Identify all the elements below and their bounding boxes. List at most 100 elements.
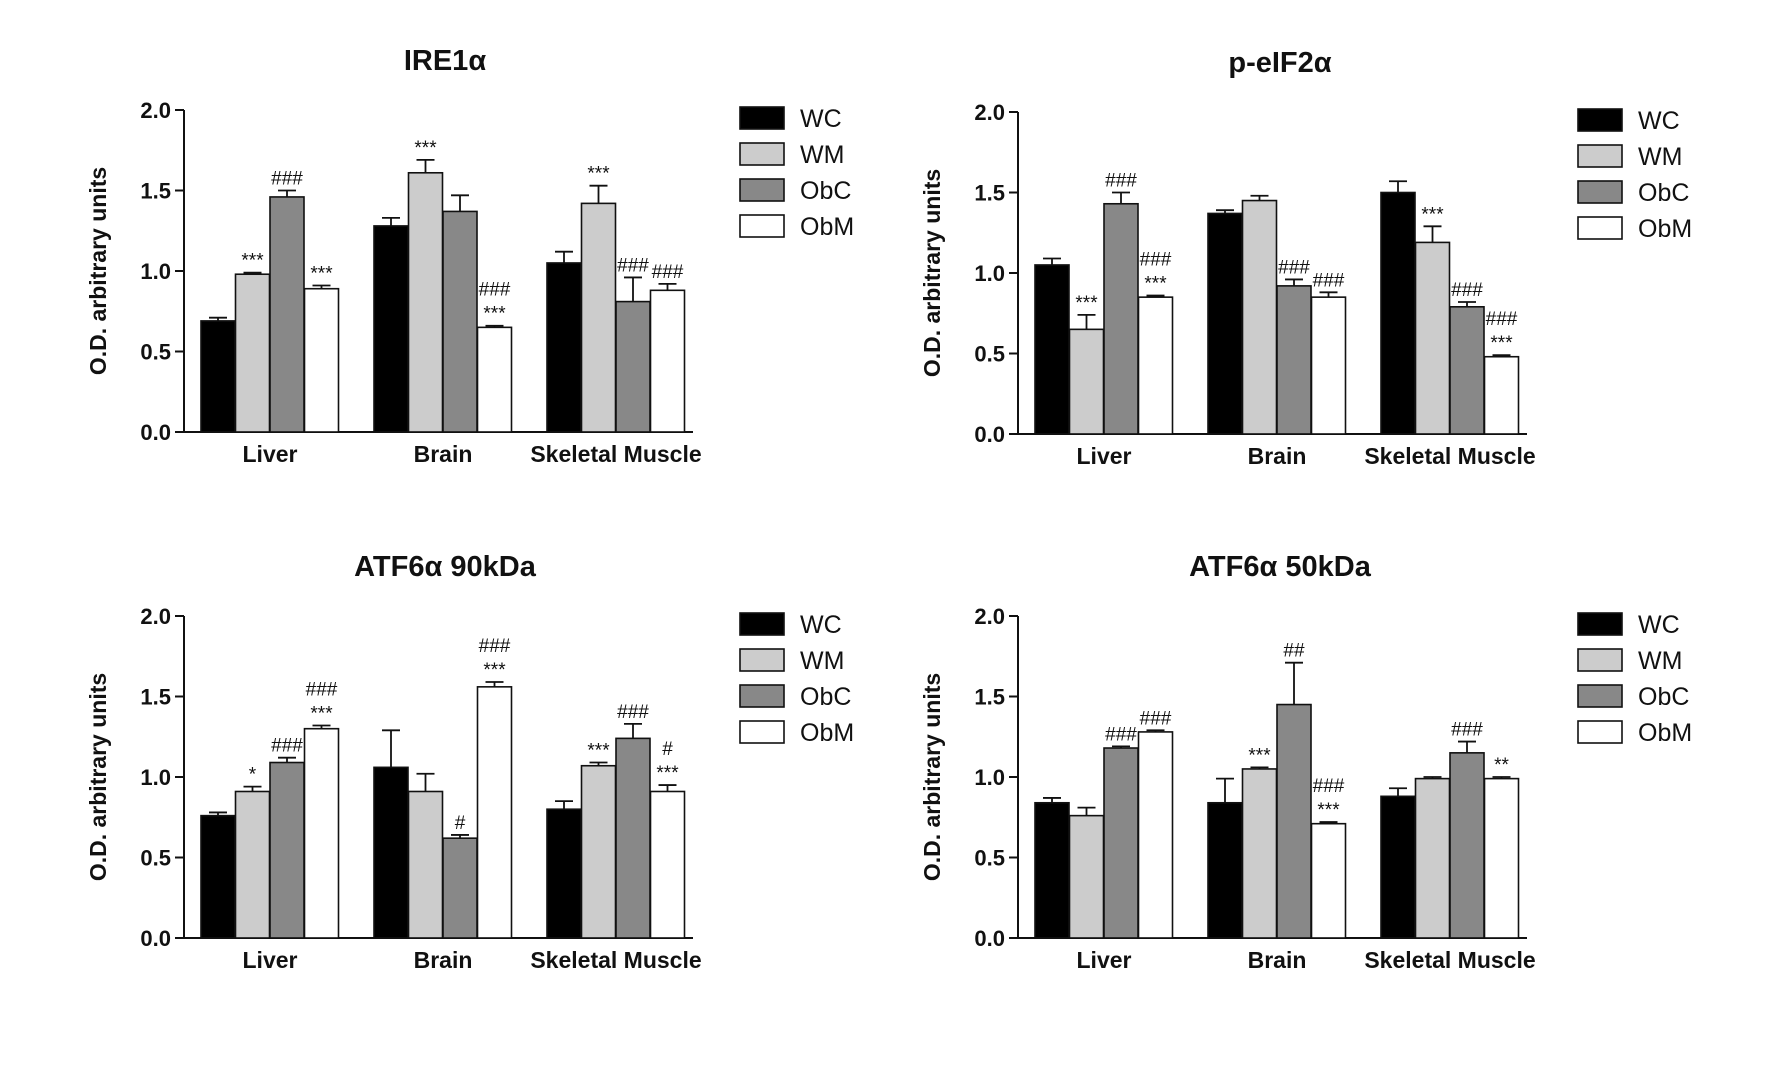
chart-panel-3: ATF6α 90kDa O.D. arbitrary units 0.0 0.5 1.0… xyxy=(85,551,854,973)
legend-label: WC xyxy=(1638,107,1680,135)
bar-obm-skeletal-muscle xyxy=(649,289,686,433)
significance-label: ### xyxy=(652,262,684,283)
significance-label: *** xyxy=(310,263,333,284)
significance-label: *** xyxy=(587,741,610,762)
y-tick-label: 1.0 xyxy=(974,261,1005,286)
x-category-label: Brain xyxy=(414,441,473,467)
bar-obc-brain xyxy=(1276,285,1312,435)
bar-obc-skeletal-muscle xyxy=(615,300,651,433)
chart-title: p-eIF2α xyxy=(1228,47,1331,79)
bar-obm-liver xyxy=(303,727,340,939)
significance-label: ### xyxy=(306,679,338,700)
bar-obc-brain xyxy=(442,837,478,939)
x-category-label: Liver xyxy=(1077,947,1132,973)
legend-swatch-obm xyxy=(1577,720,1623,744)
significance-label: *** xyxy=(310,703,333,724)
y-tick-label: 1.5 xyxy=(140,685,171,710)
significance-label: ## xyxy=(1283,641,1305,662)
legend-swatch-wm xyxy=(1577,144,1623,168)
significance-label: ### xyxy=(1451,720,1483,741)
bar-wc-liver xyxy=(1034,801,1070,939)
significance-label: ### xyxy=(1140,708,1172,729)
y-axis-label: O.D. arbitrary units xyxy=(85,673,111,881)
y-tick-label: 1.0 xyxy=(140,259,171,284)
significance-label: *** xyxy=(656,763,679,784)
legend-label: WC xyxy=(800,611,842,639)
significance-label: *** xyxy=(1248,745,1271,766)
significance-label: *** xyxy=(1075,293,1098,314)
y-tick-label: 0.0 xyxy=(974,422,1005,447)
bar-wm-liver xyxy=(234,790,271,939)
y-tick-label: 0.5 xyxy=(974,846,1005,871)
legend-swatch-wc xyxy=(739,612,785,636)
x-category-label: Brain xyxy=(414,947,473,973)
bar-obm-liver xyxy=(1137,296,1174,435)
x-category-label: Liver xyxy=(243,441,298,467)
significance-label: ### xyxy=(1313,270,1345,291)
legend-label: ObC xyxy=(1638,179,1689,207)
significance-label: *** xyxy=(1490,333,1513,354)
x-category-label: Skeletal Muscle xyxy=(1364,443,1535,469)
bar-wc-brain xyxy=(373,766,409,939)
y-tick-label: 2.0 xyxy=(974,100,1005,125)
bar-wc-skeletal-muscle xyxy=(1380,191,1416,435)
legend-label: ObM xyxy=(1638,719,1692,747)
bar-wm-skeletal-muscle xyxy=(1414,241,1451,435)
significance-label: *** xyxy=(587,164,610,185)
y-axis-label: O.D. arbitrary units xyxy=(919,673,945,881)
bar-wc-brain xyxy=(1207,801,1243,939)
bar-wm-skeletal-muscle xyxy=(1414,777,1451,939)
bar-obm-brain xyxy=(1310,296,1347,435)
y-tick-label: 2.0 xyxy=(140,604,171,629)
significance-label: ### xyxy=(1140,250,1172,271)
chart-title: ATF6α 90kDa xyxy=(354,551,537,583)
significance-label: *** xyxy=(414,138,437,159)
significance-label: # xyxy=(455,813,466,834)
chart-panel-1: IRE1α O.D. arbitrary units 0.0 0.5 1.0 1.5 2.0… xyxy=(85,45,854,467)
y-tick-label: 0.0 xyxy=(974,926,1005,951)
y-tick-label: 1.5 xyxy=(140,179,171,204)
legend-label: ObC xyxy=(800,177,851,205)
significance-label: ### xyxy=(1278,257,1310,278)
bar-wc-liver xyxy=(1034,264,1070,435)
bar-wc-brain xyxy=(1207,212,1243,435)
y-axis-label: O.D. arbitrary units xyxy=(85,167,111,375)
y-tick-label: 1.5 xyxy=(974,181,1005,206)
chart-panel-2: p-eIF2α O.D. arbitrary units 0.0 0.5 1.0 1.5 2… xyxy=(919,47,1692,469)
legend-swatch-wc xyxy=(1577,108,1623,132)
bar-obm-brain xyxy=(476,326,513,433)
legend-label: WC xyxy=(800,105,842,133)
legend-swatch-obc xyxy=(1577,180,1623,204)
bar-wc-skeletal-muscle xyxy=(546,262,582,433)
y-axis-label: O.D. arbitrary units xyxy=(919,169,945,377)
y-tick-label: 0.5 xyxy=(974,342,1005,367)
legend-swatch-wm xyxy=(1577,648,1623,672)
y-tick-label: 2.0 xyxy=(974,604,1005,629)
significance-label: ### xyxy=(617,702,649,723)
bar-wm-liver xyxy=(1068,814,1105,939)
legend-label: WM xyxy=(1638,647,1682,675)
legend-label: ObM xyxy=(1638,215,1692,243)
legend-swatch-wc xyxy=(739,106,785,130)
bar-obc-skeletal-muscle xyxy=(1449,306,1485,435)
y-tick-label: 0.0 xyxy=(140,420,171,445)
chart-title: IRE1α xyxy=(404,45,486,77)
significance-label: ### xyxy=(1486,309,1518,330)
significance-label: ### xyxy=(479,280,511,301)
bar-obm-skeletal-muscle xyxy=(649,790,686,939)
bar-wm-brain xyxy=(1241,768,1278,939)
legend-swatch-obc xyxy=(739,178,785,202)
bar-obc-skeletal-muscle xyxy=(615,737,651,939)
bar-obc-liver xyxy=(269,761,305,939)
bar-wc-skeletal-muscle xyxy=(546,808,582,939)
bar-obc-skeletal-muscle xyxy=(1449,752,1485,939)
legend-label: WM xyxy=(800,141,844,169)
significance-label: # xyxy=(662,739,673,760)
significance-label: ### xyxy=(1451,280,1483,301)
bar-wm-brain xyxy=(407,790,444,939)
legend-swatch-wm xyxy=(739,142,785,166)
legend-swatch-wc xyxy=(1577,612,1623,636)
bar-obc-brain xyxy=(442,210,478,433)
significance-label: *** xyxy=(1421,204,1444,225)
